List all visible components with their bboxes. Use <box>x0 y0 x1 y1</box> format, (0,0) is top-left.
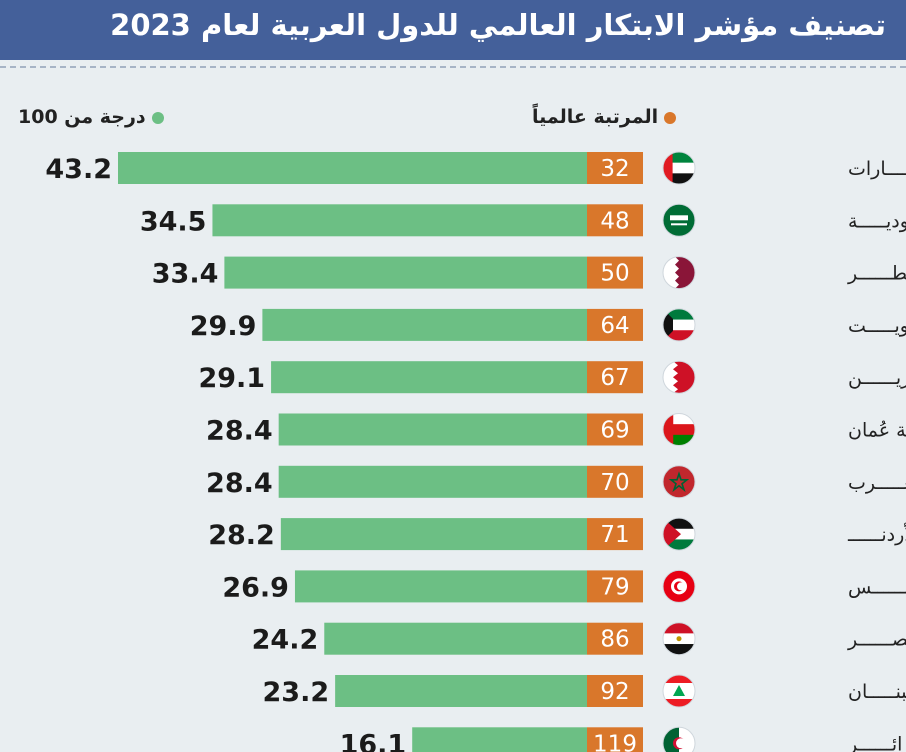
chart-row: 16.1 119 الجزائــــــر <box>340 726 906 752</box>
country-label: المغـــــرب <box>848 472 906 494</box>
country-label: البحريــــــن <box>848 367 906 389</box>
rank-box <box>587 256 643 289</box>
chart-row: 43.2 32 الإمــــــارات <box>45 151 906 185</box>
rank-label: 69 <box>600 418 629 444</box>
country-label: تونــــــس <box>848 576 906 598</box>
jordan-flag-icon <box>662 517 696 551</box>
rank-label: 71 <box>600 522 629 548</box>
score-label: 23.2 <box>263 677 330 708</box>
page-title: تصنيف مؤشر الابتكار العالمي للدول العربي… <box>110 8 886 42</box>
rank-box <box>587 518 643 551</box>
score-bar <box>212 204 587 237</box>
country-label: السعوديـــــة <box>848 210 906 232</box>
chart-row: 29.1 67 البحريــــــن <box>198 360 906 394</box>
score-bar <box>271 361 587 394</box>
score-bar <box>278 465 587 498</box>
legend-score-label: درجة من 100 <box>18 106 146 128</box>
chart-row: 28.4 70 المغـــــرب <box>206 465 906 499</box>
score-label: 29.1 <box>198 363 265 394</box>
rank-box <box>587 204 643 237</box>
rank-label: 86 <box>600 627 629 653</box>
rank-box <box>587 622 643 655</box>
country-label: الأردنــــــ <box>847 523 906 546</box>
score-label: 29.9 <box>190 311 257 342</box>
score-label: 28.4 <box>206 416 273 447</box>
country-label: قـطــــــر <box>847 263 906 285</box>
score-label: 34.5 <box>140 206 207 237</box>
chart-row: 26.9 79 تونــــــس <box>222 569 906 603</box>
rank-label: 64 <box>600 313 629 339</box>
algeria-flag-icon <box>662 726 696 752</box>
score-label: 16.1 <box>340 729 407 752</box>
chart-row: 28.4 69 سلطنة عُمان <box>206 413 906 447</box>
chart-row: 28.2 71 الأردنــــــ <box>208 517 906 551</box>
score-label: 26.9 <box>222 572 289 603</box>
rank-box <box>587 465 643 498</box>
score-label: 33.4 <box>152 259 219 290</box>
chart-row: 29.9 64 الكويـــــت <box>190 308 906 342</box>
score-label: 43.2 <box>45 154 112 185</box>
country-label: الكويـــــت <box>848 315 906 337</box>
score-bar <box>324 622 587 655</box>
rank-box <box>587 308 643 341</box>
header-bar: تصنيف مؤشر الابتكار العالمي للدول العربي… <box>0 0 906 60</box>
rank-label: 32 <box>600 156 629 182</box>
qatar-flag-icon <box>662 256 696 290</box>
score-bar <box>412 727 587 752</box>
score-bar <box>335 675 587 707</box>
legend-score: درجة من 100 <box>18 106 164 128</box>
score-bar <box>118 152 587 184</box>
chart-row: 34.5 48 السعوديـــــة <box>140 203 906 237</box>
score-bar <box>280 518 587 551</box>
rank-label: 67 <box>600 365 629 391</box>
chart-row: 33.4 50 قـطــــــر <box>152 256 906 290</box>
score-bar <box>224 256 587 289</box>
rank-box <box>587 570 643 603</box>
bahrain-flag-icon <box>662 360 696 394</box>
rank-box <box>587 413 643 446</box>
egypt-flag-icon <box>662 622 696 656</box>
kuwait-flag-icon <box>662 308 696 342</box>
legend-rank: المرتبة عالمياً <box>532 106 677 128</box>
legend-rank-dot-icon <box>664 111 677 124</box>
country-label: سلطنة عُمان <box>848 420 906 442</box>
score-bar <box>262 308 587 341</box>
rank-label: 50 <box>600 261 629 287</box>
country-label: الإمــــــارات <box>848 158 906 180</box>
rank-label: 79 <box>600 574 629 600</box>
rank-box <box>587 152 643 184</box>
dashed-divider <box>0 66 906 68</box>
legend-score-dot-icon <box>151 111 164 124</box>
country-label: لبنـــــان <box>848 681 906 703</box>
lebanon-flag-icon <box>662 674 696 708</box>
score-bar <box>294 570 587 603</box>
uae-flag-icon <box>662 151 696 185</box>
rank-label: 48 <box>600 208 629 234</box>
rank-box <box>587 675 643 707</box>
score-label: 28.2 <box>208 520 275 551</box>
legend-rank-label: المرتبة عالمياً <box>532 106 659 128</box>
chart-row: 24.2 86 مـصــــــر <box>252 622 906 656</box>
rank-label: 119 <box>593 731 637 752</box>
rank-label: 92 <box>600 679 629 705</box>
country-label: مـصــــــر <box>847 629 906 651</box>
rank-box <box>587 361 643 394</box>
country-label: الجزائــــــر <box>847 733 906 752</box>
saudi-flag-icon <box>662 203 696 237</box>
score-label: 28.4 <box>206 468 273 499</box>
tunisia-flag-icon <box>662 569 696 603</box>
rank-label: 70 <box>600 470 629 496</box>
oman-flag-icon <box>662 413 696 446</box>
chart-row: 23.2 92 لبنـــــان <box>263 674 906 708</box>
score-label: 24.2 <box>252 625 319 656</box>
morocco-flag-icon <box>662 465 696 499</box>
rank-box <box>587 727 643 752</box>
score-bar <box>278 413 587 446</box>
